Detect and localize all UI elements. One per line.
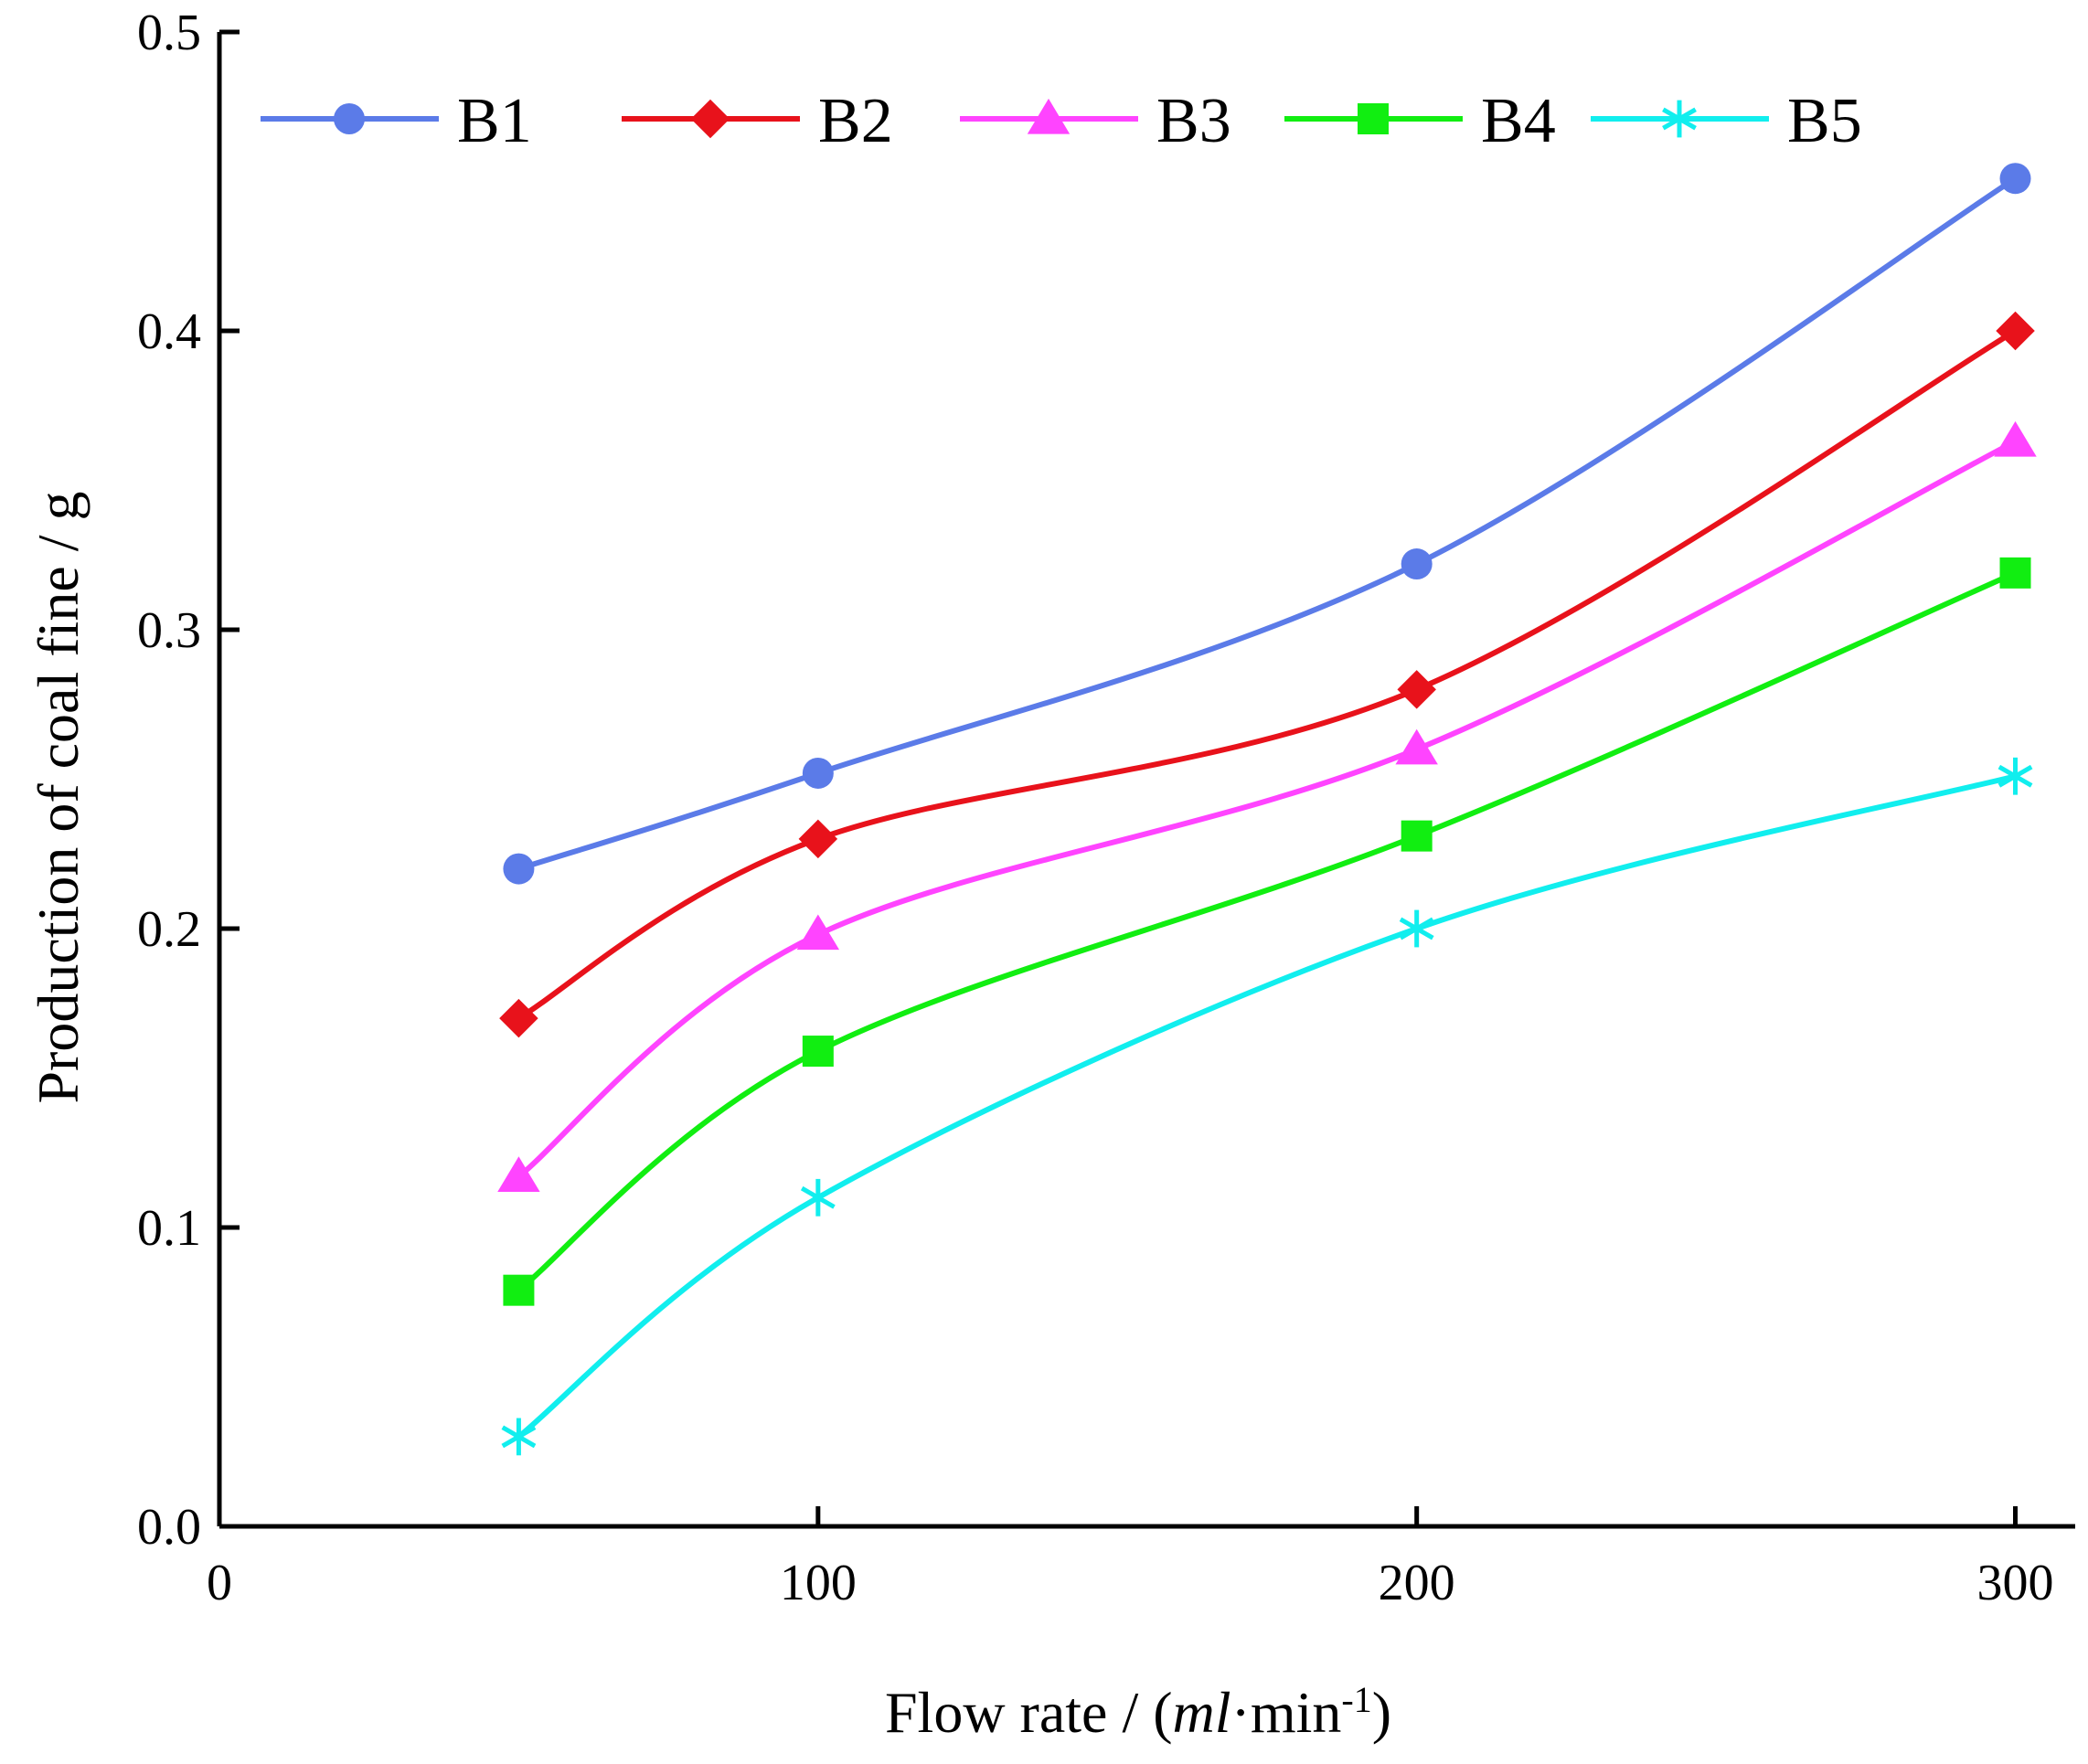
data-point-b4-100 — [802, 1036, 834, 1068]
plot-area — [497, 163, 2037, 1456]
asterisk-stroke — [1662, 107, 1697, 131]
asterisk-stroke — [1399, 917, 1434, 940]
data-point-b5-200 — [1399, 909, 1434, 948]
x-tick-label: 0 — [207, 1555, 232, 1611]
data-point-b2-50 — [499, 998, 538, 1038]
data-point-b5-100 — [800, 1178, 836, 1217]
x-axis-title-unit-ml: ml — [1173, 1680, 1231, 1745]
legend-marker — [1662, 100, 1697, 138]
data-point-b3-50 — [497, 1156, 540, 1192]
series-b3 — [497, 420, 2037, 1192]
series-b5 — [501, 757, 2033, 1456]
x-tick-label: 200 — [1379, 1555, 1455, 1611]
data-point-b4-300 — [1999, 557, 2031, 589]
legend-marker — [690, 99, 730, 139]
data-point-b1-300 — [1999, 163, 2031, 195]
data-point-b5-300 — [1997, 757, 2033, 795]
data-point-b1-100 — [802, 757, 834, 789]
x-axis-title-suffix: ) — [1372, 1680, 1391, 1745]
legend-label: B5 — [1787, 86, 1862, 156]
data-point-b2-300 — [1996, 311, 2035, 351]
y-tick-label: 0.1 — [137, 1200, 201, 1257]
axes: 0 100 200 300 0.0 0.1 0.2 0.3 0.4 0.5 — [137, 5, 2075, 1611]
data-point-b2-100 — [798, 819, 838, 859]
legend-marker — [1358, 103, 1389, 134]
x-axis-title-superscript: -1 — [1341, 1679, 1371, 1720]
data-point-b4-200 — [1401, 820, 1433, 852]
legend-label: B4 — [1481, 86, 1556, 156]
data-point-b1-200 — [1401, 548, 1433, 580]
x-axis-title-prefix: Flow rate / ( — [885, 1680, 1173, 1745]
x-tick-label: 300 — [1977, 1555, 2054, 1611]
series-b4 — [503, 557, 2031, 1306]
y-tick-label: 0.4 — [137, 303, 201, 360]
asterisk-stroke — [1997, 764, 2033, 788]
legend-marker — [334, 103, 365, 134]
data-point-b5-50 — [501, 1418, 537, 1456]
data-point-b3-300 — [1994, 420, 2037, 457]
legend-item-b3: B3 — [960, 86, 1231, 156]
series-b2 — [499, 311, 2035, 1038]
legend: B1 B2 B3 B4 B5 — [261, 86, 1862, 156]
legend-item-b5: B5 — [1591, 86, 1862, 156]
series-line-b5 — [517, 773, 2017, 1440]
data-point-b2-200 — [1397, 670, 1436, 709]
x-ticks: 0 100 200 300 — [207, 1506, 2054, 1611]
legend-label: B2 — [818, 86, 893, 156]
legend-label: B3 — [1156, 86, 1231, 156]
legend-item-b1: B1 — [261, 86, 532, 156]
data-point-b1-50 — [503, 853, 535, 885]
data-point-b3-100 — [796, 914, 840, 951]
series-line-b2 — [517, 328, 2018, 1021]
x-axis-title-unit-min: ·min — [1231, 1680, 1342, 1745]
y-tick-label: 0.3 — [137, 602, 201, 659]
y-tick-label: 0.0 — [137, 1499, 201, 1556]
series-line-b3 — [517, 439, 2017, 1179]
asterisk-stroke — [800, 1185, 836, 1209]
legend-marker — [1027, 98, 1071, 134]
x-axis-title: Flow rate / (ml·min-1) — [885, 1679, 1391, 1746]
series-b1 — [503, 163, 2031, 885]
data-point-b3-200 — [1395, 728, 1438, 765]
y-axis-title: Production of coal fine / g — [26, 491, 91, 1103]
y-tick-label: 0.2 — [137, 901, 201, 958]
series-line-b4 — [517, 570, 2017, 1293]
y-tick-label: 0.5 — [137, 5, 201, 61]
legend-item-b4: B4 — [1284, 86, 1556, 156]
data-point-b4-50 — [503, 1274, 535, 1306]
series-line-b1 — [517, 175, 2018, 872]
y-ticks: 0.0 0.1 0.2 0.3 0.4 0.5 — [137, 5, 240, 1556]
x-tick-label: 100 — [780, 1555, 857, 1611]
legend-item-b2: B2 — [622, 86, 893, 156]
legend-label: B1 — [457, 86, 532, 156]
asterisk-stroke — [501, 1425, 537, 1449]
